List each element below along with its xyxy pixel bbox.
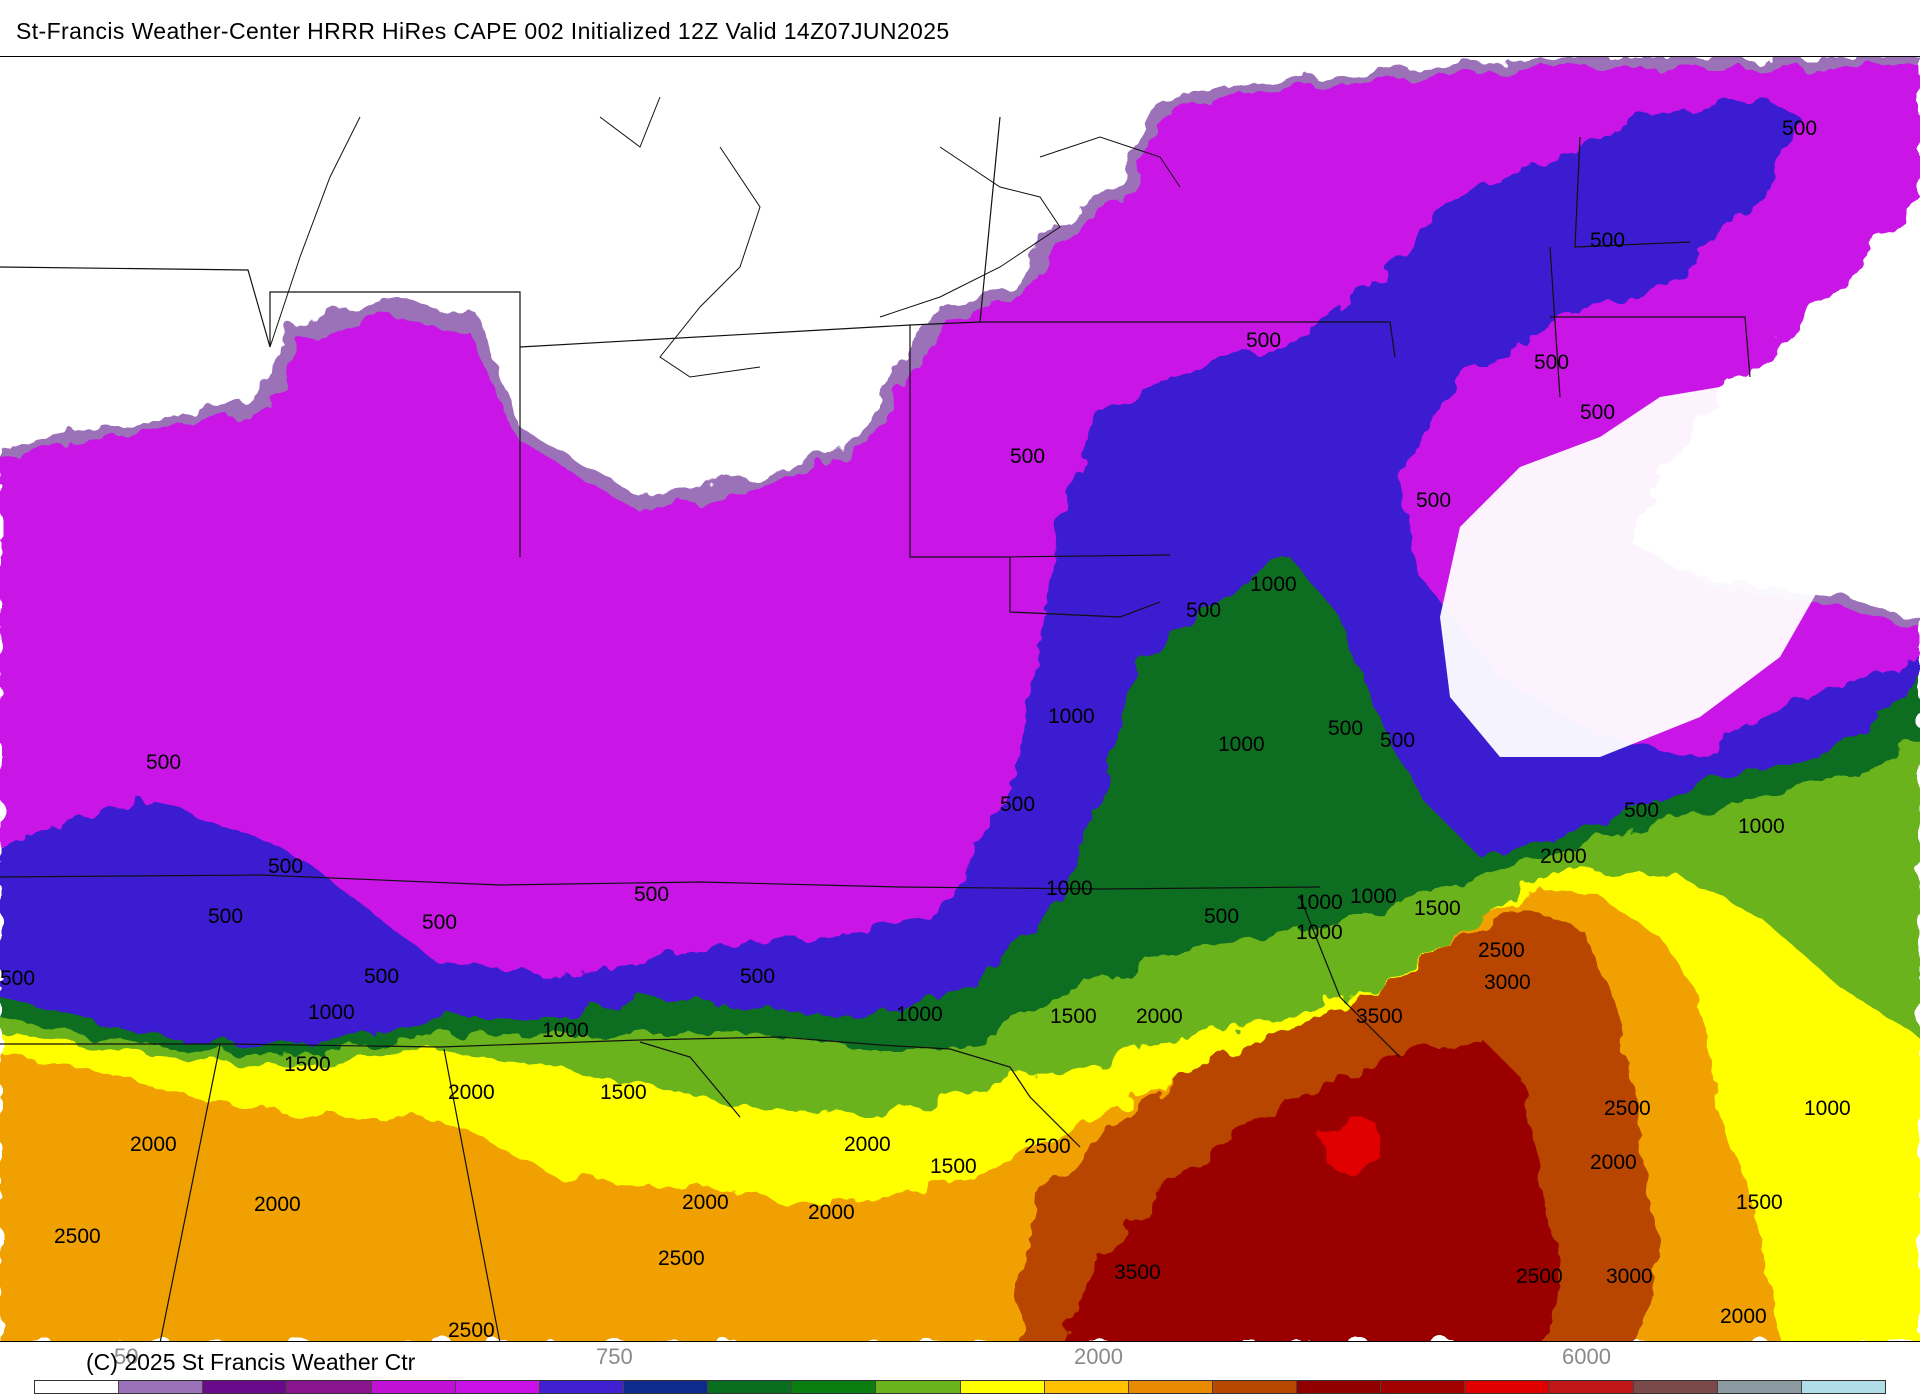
contour-label: 2000 (808, 1201, 855, 1224)
contour-label: 500 (1534, 351, 1569, 374)
contour-label: 500 (740, 965, 775, 988)
contour-label: 1000 (1296, 891, 1343, 914)
contour-label: 1500 (930, 1155, 977, 1178)
contour-label: 1000 (542, 1019, 589, 1042)
legend-swatch (708, 1381, 793, 1393)
contour-label: 3500 (1356, 1005, 1403, 1028)
cape-field-3500 (1060, 1037, 1560, 1341)
contour-label: 2000 (844, 1133, 891, 1156)
legend-swatch (1801, 1381, 1886, 1393)
contour-label: 500 (146, 751, 181, 774)
contour-label: 500 (1380, 729, 1415, 752)
contour-labels: 500 500 500 500 500 500 500 500 500 500 … (0, 117, 1851, 1342)
contour-label: 1500 (600, 1081, 647, 1104)
contour-label: 1000 (1804, 1097, 1851, 1120)
contour-label: 1000 (1350, 885, 1397, 908)
legend-tick-label: 50 (114, 1344, 139, 1369)
contour-label: 500 (1590, 229, 1625, 252)
contour-label: 2500 (1024, 1135, 1071, 1158)
contour-label: 3000 (1484, 971, 1531, 994)
contour-label: 3000 (1606, 1265, 1653, 1288)
contour-label: 2000 (682, 1191, 729, 1214)
map-title: St-Francis Weather-Center HRRR HiRes CAP… (16, 18, 950, 44)
cape-map: 500 500 500 500 500 500 500 500 500 500 … (0, 56, 1920, 1342)
contour-label: 1000 (308, 1001, 355, 1024)
legend-swatch (876, 1381, 961, 1393)
contour-label: 500 (268, 855, 303, 878)
contour-label: 1500 (1414, 897, 1461, 920)
legend-swatch (1717, 1381, 1802, 1393)
contour-label: 500 (0, 967, 35, 990)
contour-label: 2000 (1540, 845, 1587, 868)
contour-label: 2500 (1604, 1097, 1651, 1120)
contour-label: 2000 (1136, 1005, 1183, 1028)
contour-label: 2000 (130, 1133, 177, 1156)
contour-label: 500 (1204, 905, 1239, 928)
legend-swatch (287, 1381, 372, 1393)
contour-label: 2000 (448, 1081, 495, 1104)
legend-tick-label: 6000 (1562, 1344, 1611, 1369)
contour-label: 500 (1624, 799, 1659, 822)
contour-label: 1000 (1250, 573, 1297, 596)
contour-label: 3500 (1114, 1261, 1161, 1284)
contour-label: 1000 (1738, 815, 1785, 838)
contour-label: 1000 (896, 1003, 943, 1026)
contour-label: 500 (1010, 445, 1045, 468)
contour-label: 1000 (1046, 877, 1093, 900)
legend-swatch (960, 1381, 1045, 1393)
state-borders (0, 116, 1751, 1341)
legend-swatch (455, 1381, 540, 1393)
contour-label: 1500 (1050, 1005, 1097, 1028)
contour-label: 500 (422, 911, 457, 934)
legend-swatch (1212, 1381, 1298, 1393)
contour-label: 1000 (1296, 921, 1343, 944)
copyright-notice: (C) 2025 St Francis Weather Ctr (86, 1349, 416, 1375)
legend-swatch (623, 1381, 709, 1393)
contour-label: 500 (1580, 401, 1615, 424)
contour-label: 500 (1186, 599, 1221, 622)
legend-swatch (1128, 1381, 1213, 1393)
contour-label: 500 (208, 905, 243, 928)
contour-label: 500 (1246, 329, 1281, 352)
contour-label: 2000 (1590, 1151, 1637, 1174)
contour-label: 1500 (1736, 1191, 1783, 1214)
legend-swatch (1633, 1381, 1718, 1393)
legend-swatch (35, 1381, 120, 1393)
contour-label: 2000 (1720, 1305, 1767, 1328)
legend-swatch (1549, 1381, 1634, 1393)
contour-label: 2000 (254, 1193, 301, 1216)
contour-label: 1000 (1218, 733, 1265, 756)
no-cape-ocean (1440, 387, 1820, 757)
legend-swatch (1381, 1381, 1466, 1393)
contour-label: 2500 (1478, 939, 1525, 962)
contour-label: 1000 (1048, 705, 1095, 728)
contour-label: 1500 (284, 1053, 331, 1076)
legend-swatch (371, 1381, 456, 1393)
contour-label: 2500 (658, 1247, 705, 1270)
great-lakes-outline (269, 96, 1181, 378)
legend-swatch (1297, 1381, 1382, 1393)
contour-label: 2500 (448, 1319, 495, 1342)
contour-label: 2500 (1516, 1265, 1563, 1288)
legend-tick-label: 750 (596, 1344, 633, 1369)
cape-field-4000 (1320, 1117, 1380, 1175)
contour-label: 500 (1416, 489, 1451, 512)
legend-swatch (792, 1381, 877, 1393)
legend-swatch (539, 1381, 624, 1393)
legend-swatch (203, 1381, 288, 1393)
legend-swatch (1465, 1381, 1550, 1393)
legend-tick-label: 2000 (1074, 1344, 1123, 1369)
contour-label: 500 (634, 883, 669, 906)
legend-swatch (119, 1381, 204, 1393)
color-legend (34, 1380, 1886, 1394)
contour-label: 500 (364, 965, 399, 988)
legend-swatch (1044, 1381, 1129, 1393)
contour-label: 500 (1328, 717, 1363, 740)
contour-label: 500 (1782, 117, 1817, 140)
contour-label: 500 (1000, 793, 1035, 816)
contour-label: 2500 (54, 1225, 101, 1248)
